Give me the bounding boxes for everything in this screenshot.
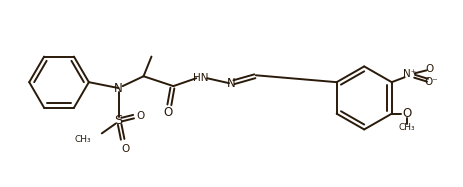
Text: N: N	[114, 82, 123, 95]
Text: N: N	[226, 77, 235, 90]
Text: O: O	[121, 144, 130, 154]
Text: O: O	[402, 107, 411, 120]
Text: O: O	[425, 64, 434, 74]
Text: CH₃: CH₃	[74, 135, 91, 144]
Text: N⁺: N⁺	[403, 69, 416, 79]
Text: HN: HN	[194, 73, 209, 83]
Text: CH₃: CH₃	[398, 123, 415, 132]
Text: O⁻: O⁻	[425, 77, 438, 87]
Text: O: O	[164, 106, 173, 119]
Text: O: O	[137, 111, 144, 121]
Text: S: S	[114, 114, 123, 127]
